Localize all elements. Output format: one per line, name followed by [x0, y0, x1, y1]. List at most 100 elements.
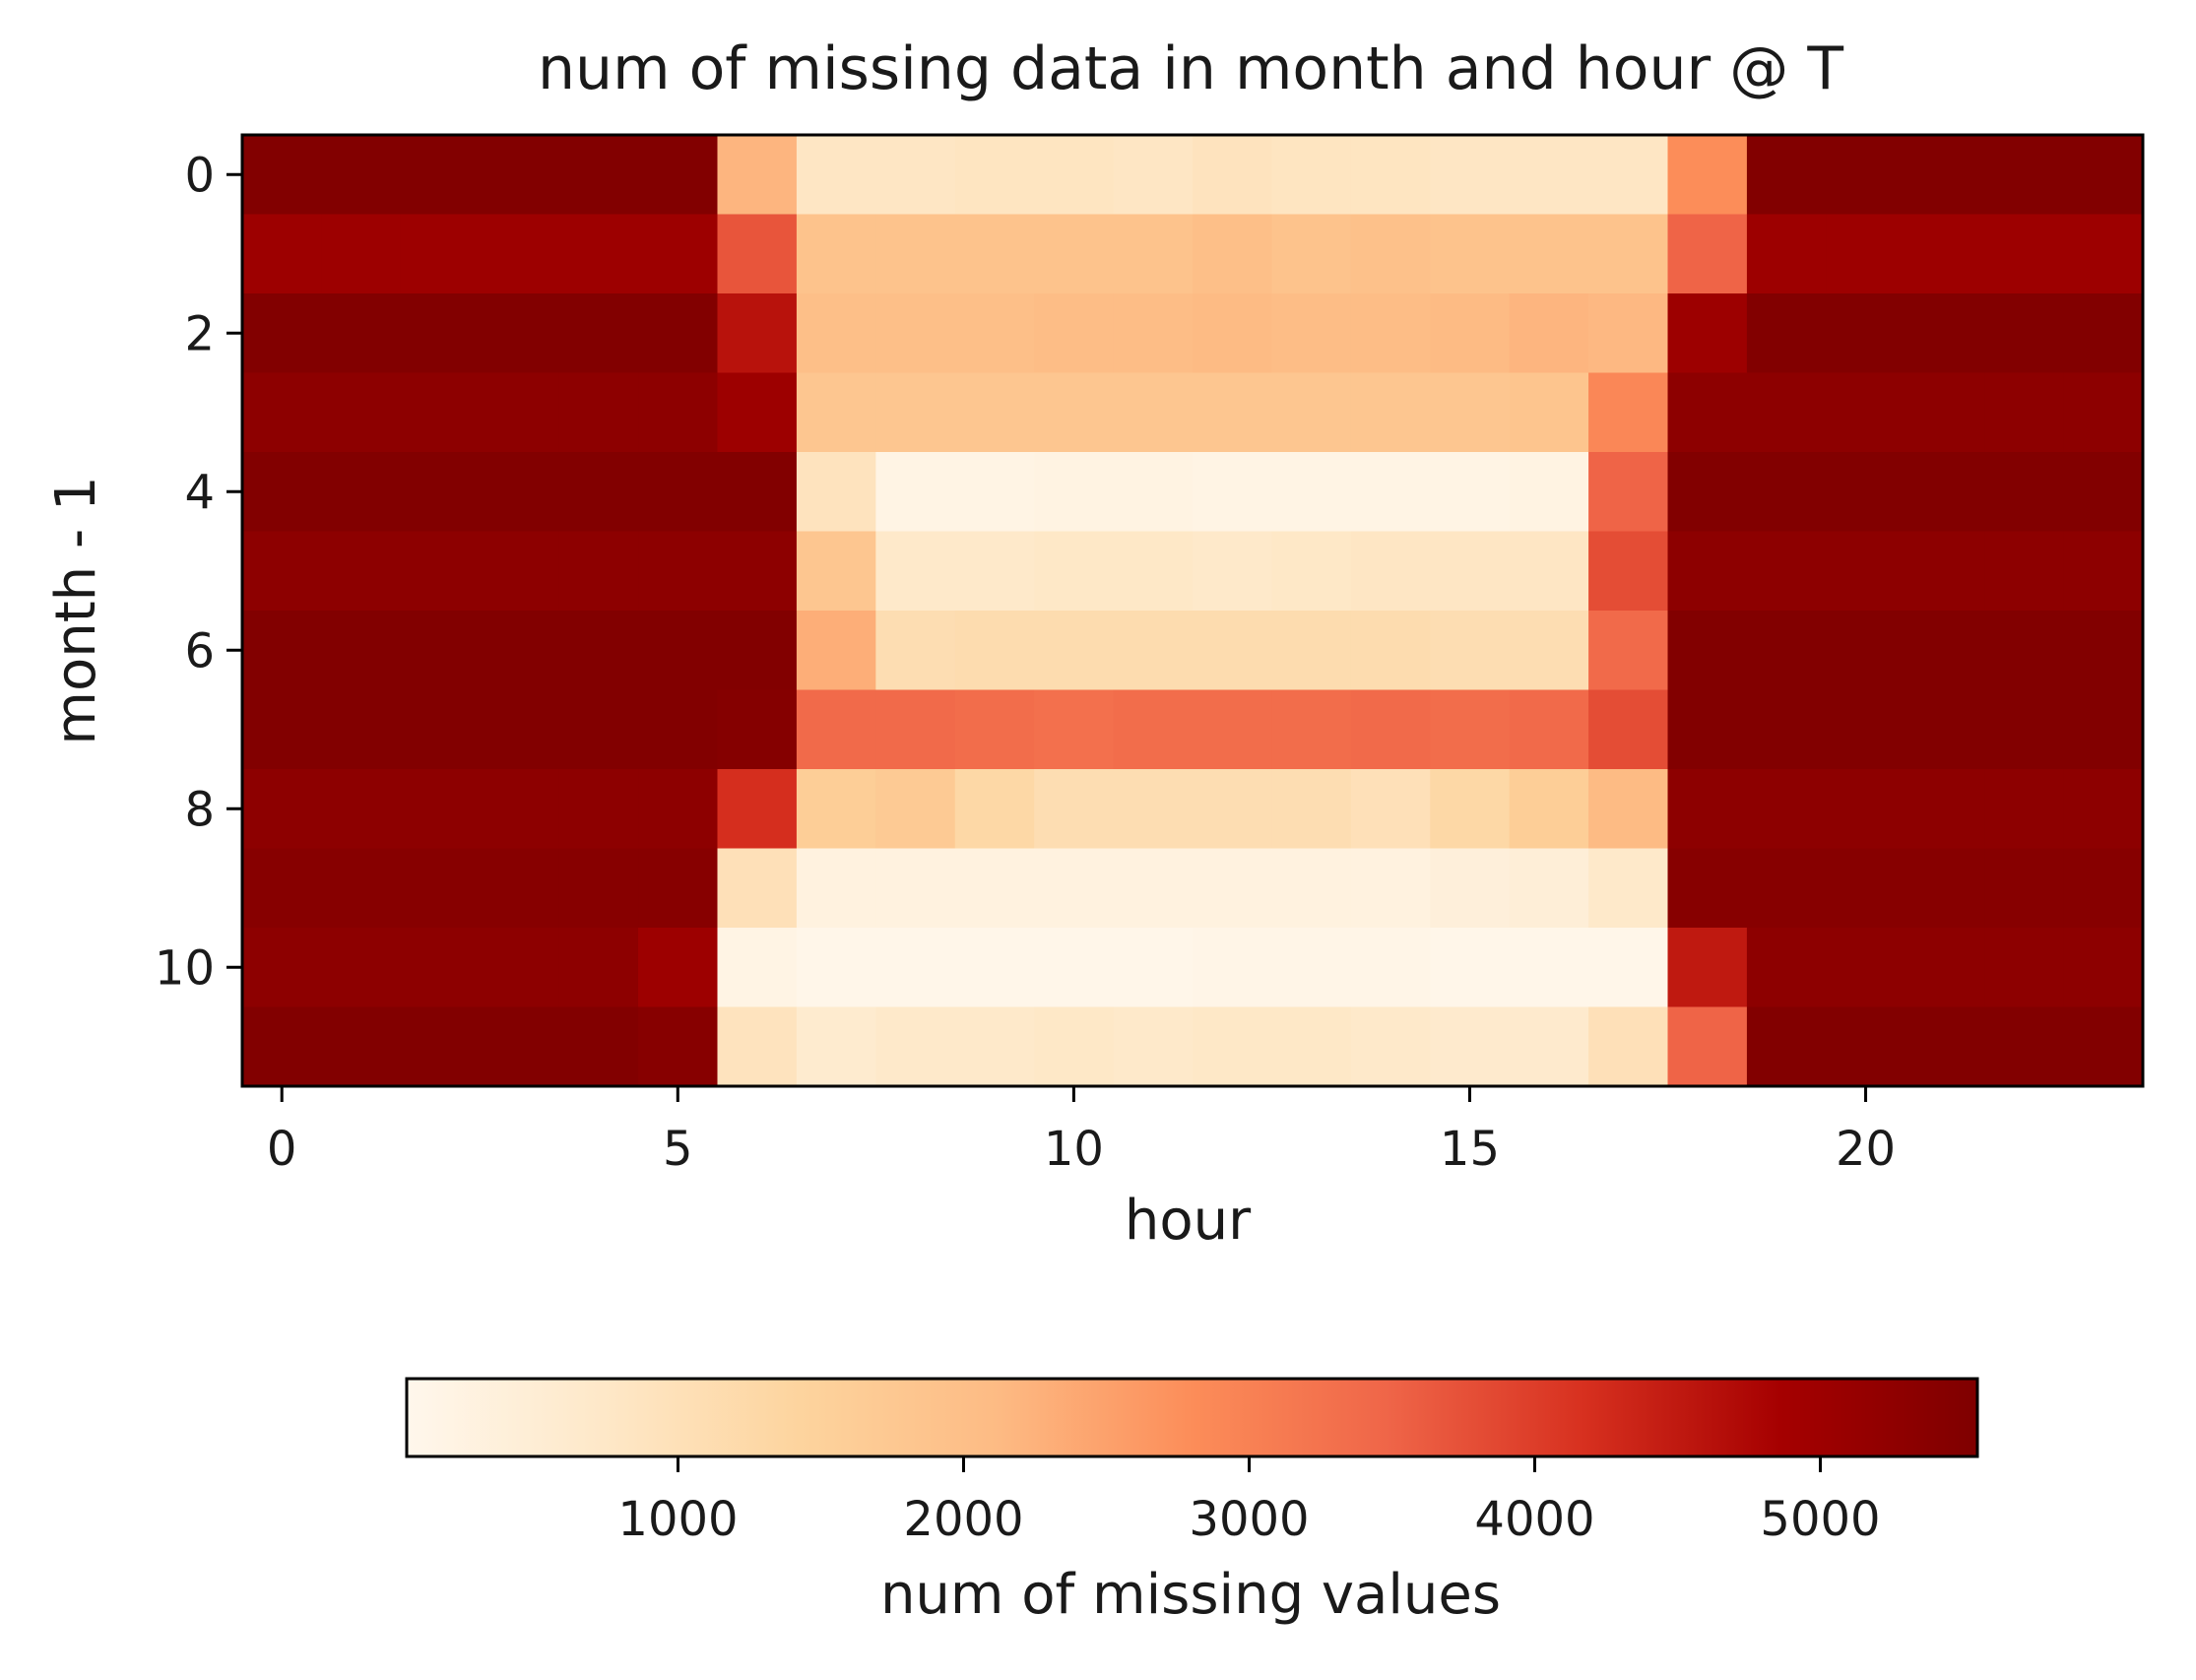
heatmap-cell: [1588, 769, 1669, 850]
heatmap-cell: [1113, 848, 1194, 929]
heatmap-cell: [242, 135, 323, 216]
heatmap-cell: [717, 1006, 798, 1087]
heatmap-cell: [1350, 531, 1431, 612]
heatmap-cell: [321, 531, 402, 612]
heatmap-cell: [1430, 452, 1511, 533]
x-tick-label: 15: [1440, 1122, 1500, 1177]
heatmap-cell: [875, 928, 956, 1008]
heatmap-cell: [1746, 531, 1827, 612]
heatmap-cell: [1271, 135, 1352, 216]
heatmap-cell: [1034, 1006, 1115, 1087]
heatmap-cell: [638, 293, 719, 374]
heatmap-cell: [1826, 689, 1906, 770]
heatmap-cell: [1826, 293, 1906, 374]
heatmap-cell: [1271, 531, 1352, 612]
heatmap-cell: [400, 769, 481, 850]
heatmap-cell: [1905, 135, 1985, 216]
heatmap-cell: [638, 689, 719, 770]
heatmap-cell: [1430, 214, 1511, 294]
heatmap-cell: [796, 214, 876, 294]
heatmap-cell: [1271, 769, 1352, 850]
colorbar-tick-label: 1000: [617, 1492, 738, 1547]
heatmap-cell: [875, 452, 956, 533]
heatmap-cell: [875, 531, 956, 612]
heatmap-cell: [1193, 293, 1273, 374]
heatmap-cell: [717, 611, 798, 691]
heatmap-cell: [796, 848, 876, 929]
heatmap-cell: [1905, 611, 1985, 691]
heatmap-cell: [558, 372, 639, 453]
heatmap-cell: [558, 135, 639, 216]
heatmap-cell: [1034, 293, 1115, 374]
heatmap-cell: [1193, 689, 1273, 770]
heatmap-cell: [1667, 928, 1748, 1008]
heatmap-cell: [1667, 135, 1748, 216]
heatmap-cell: [1193, 769, 1273, 850]
heatmap-cell: [1509, 611, 1589, 691]
heatmap-cell: [480, 611, 560, 691]
heatmap-cell: [1509, 452, 1589, 533]
heatmap-cell: [1667, 531, 1748, 612]
heatmap-cell: [954, 531, 1035, 612]
heatmap-cell: [1509, 769, 1589, 850]
heatmap-cell: [2063, 372, 2144, 453]
heatmap-cell: [954, 452, 1035, 533]
heatmap-cell: [796, 531, 876, 612]
heatmap-cell: [1984, 214, 2065, 294]
heatmap-cell: [1034, 372, 1115, 453]
heatmap-cell: [1509, 928, 1589, 1008]
heatmap-cell: [796, 689, 876, 770]
heatmap-cell: [1667, 848, 1748, 929]
heatmap-cell: [400, 531, 481, 612]
heatmap-cell: [2063, 135, 2144, 216]
heatmap-cell: [1509, 293, 1589, 374]
heatmap-cell: [1826, 135, 1906, 216]
heatmap-cell: [321, 689, 402, 770]
heatmap-cell: [1588, 848, 1669, 929]
heatmap-cell: [954, 135, 1035, 216]
x-axis-ticks: 0 5 10 15 20: [267, 1086, 1896, 1177]
heatmap-cell: [638, 1006, 719, 1087]
heatmap-cell: [1905, 452, 1985, 533]
heatmap-cell: [1034, 769, 1115, 850]
y-tick-label: 6: [184, 623, 215, 678]
heatmap-cell: [1350, 689, 1431, 770]
heatmap-cell: [1905, 531, 1985, 612]
heatmap-cell: [954, 293, 1035, 374]
heatmap-cell: [875, 769, 956, 850]
heatmap-cell: [954, 214, 1035, 294]
heatmap-cell: [1905, 689, 1985, 770]
heatmap-cell: [1350, 372, 1431, 453]
heatmap-cell: [875, 848, 956, 929]
heatmap-cell: [400, 372, 481, 453]
x-axis-label: hour: [1125, 1189, 1252, 1253]
heatmap-cell: [1984, 531, 2065, 612]
heatmap-cell: [242, 452, 323, 533]
heatmap-cell: [1984, 372, 2065, 453]
heatmap-cell: [1905, 372, 1985, 453]
heatmap-cell: [1509, 135, 1589, 216]
heatmap-cell: [480, 928, 560, 1008]
heatmap-cell: [875, 293, 956, 374]
heatmap-cell: [1509, 372, 1589, 453]
heatmap-cell: [638, 848, 719, 929]
colorbar-tick-label: 5000: [1760, 1492, 1880, 1547]
heatmap-cell: [1113, 452, 1194, 533]
heatmap-cell: [1984, 1006, 2065, 1087]
heatmap-cell: [1193, 135, 1273, 216]
heatmap-cell: [1509, 689, 1589, 770]
heatmap-cell: [1746, 135, 1827, 216]
heatmap-cell: [1588, 689, 1669, 770]
heatmap-cell: [1746, 689, 1827, 770]
heatmap-cell: [1984, 769, 2065, 850]
heatmap-cell: [1826, 531, 1906, 612]
heatmap-cell: [717, 293, 798, 374]
heatmap-cell: [1350, 293, 1431, 374]
heatmap-cell: [1350, 214, 1431, 294]
heatmap-cell: [480, 689, 560, 770]
heatmap-cell: [1667, 293, 1748, 374]
heatmap-cell: [1350, 928, 1431, 1008]
heatmap-cell: [1905, 214, 1985, 294]
heatmap-cell: [1509, 848, 1589, 929]
heatmap-cell: [242, 293, 323, 374]
